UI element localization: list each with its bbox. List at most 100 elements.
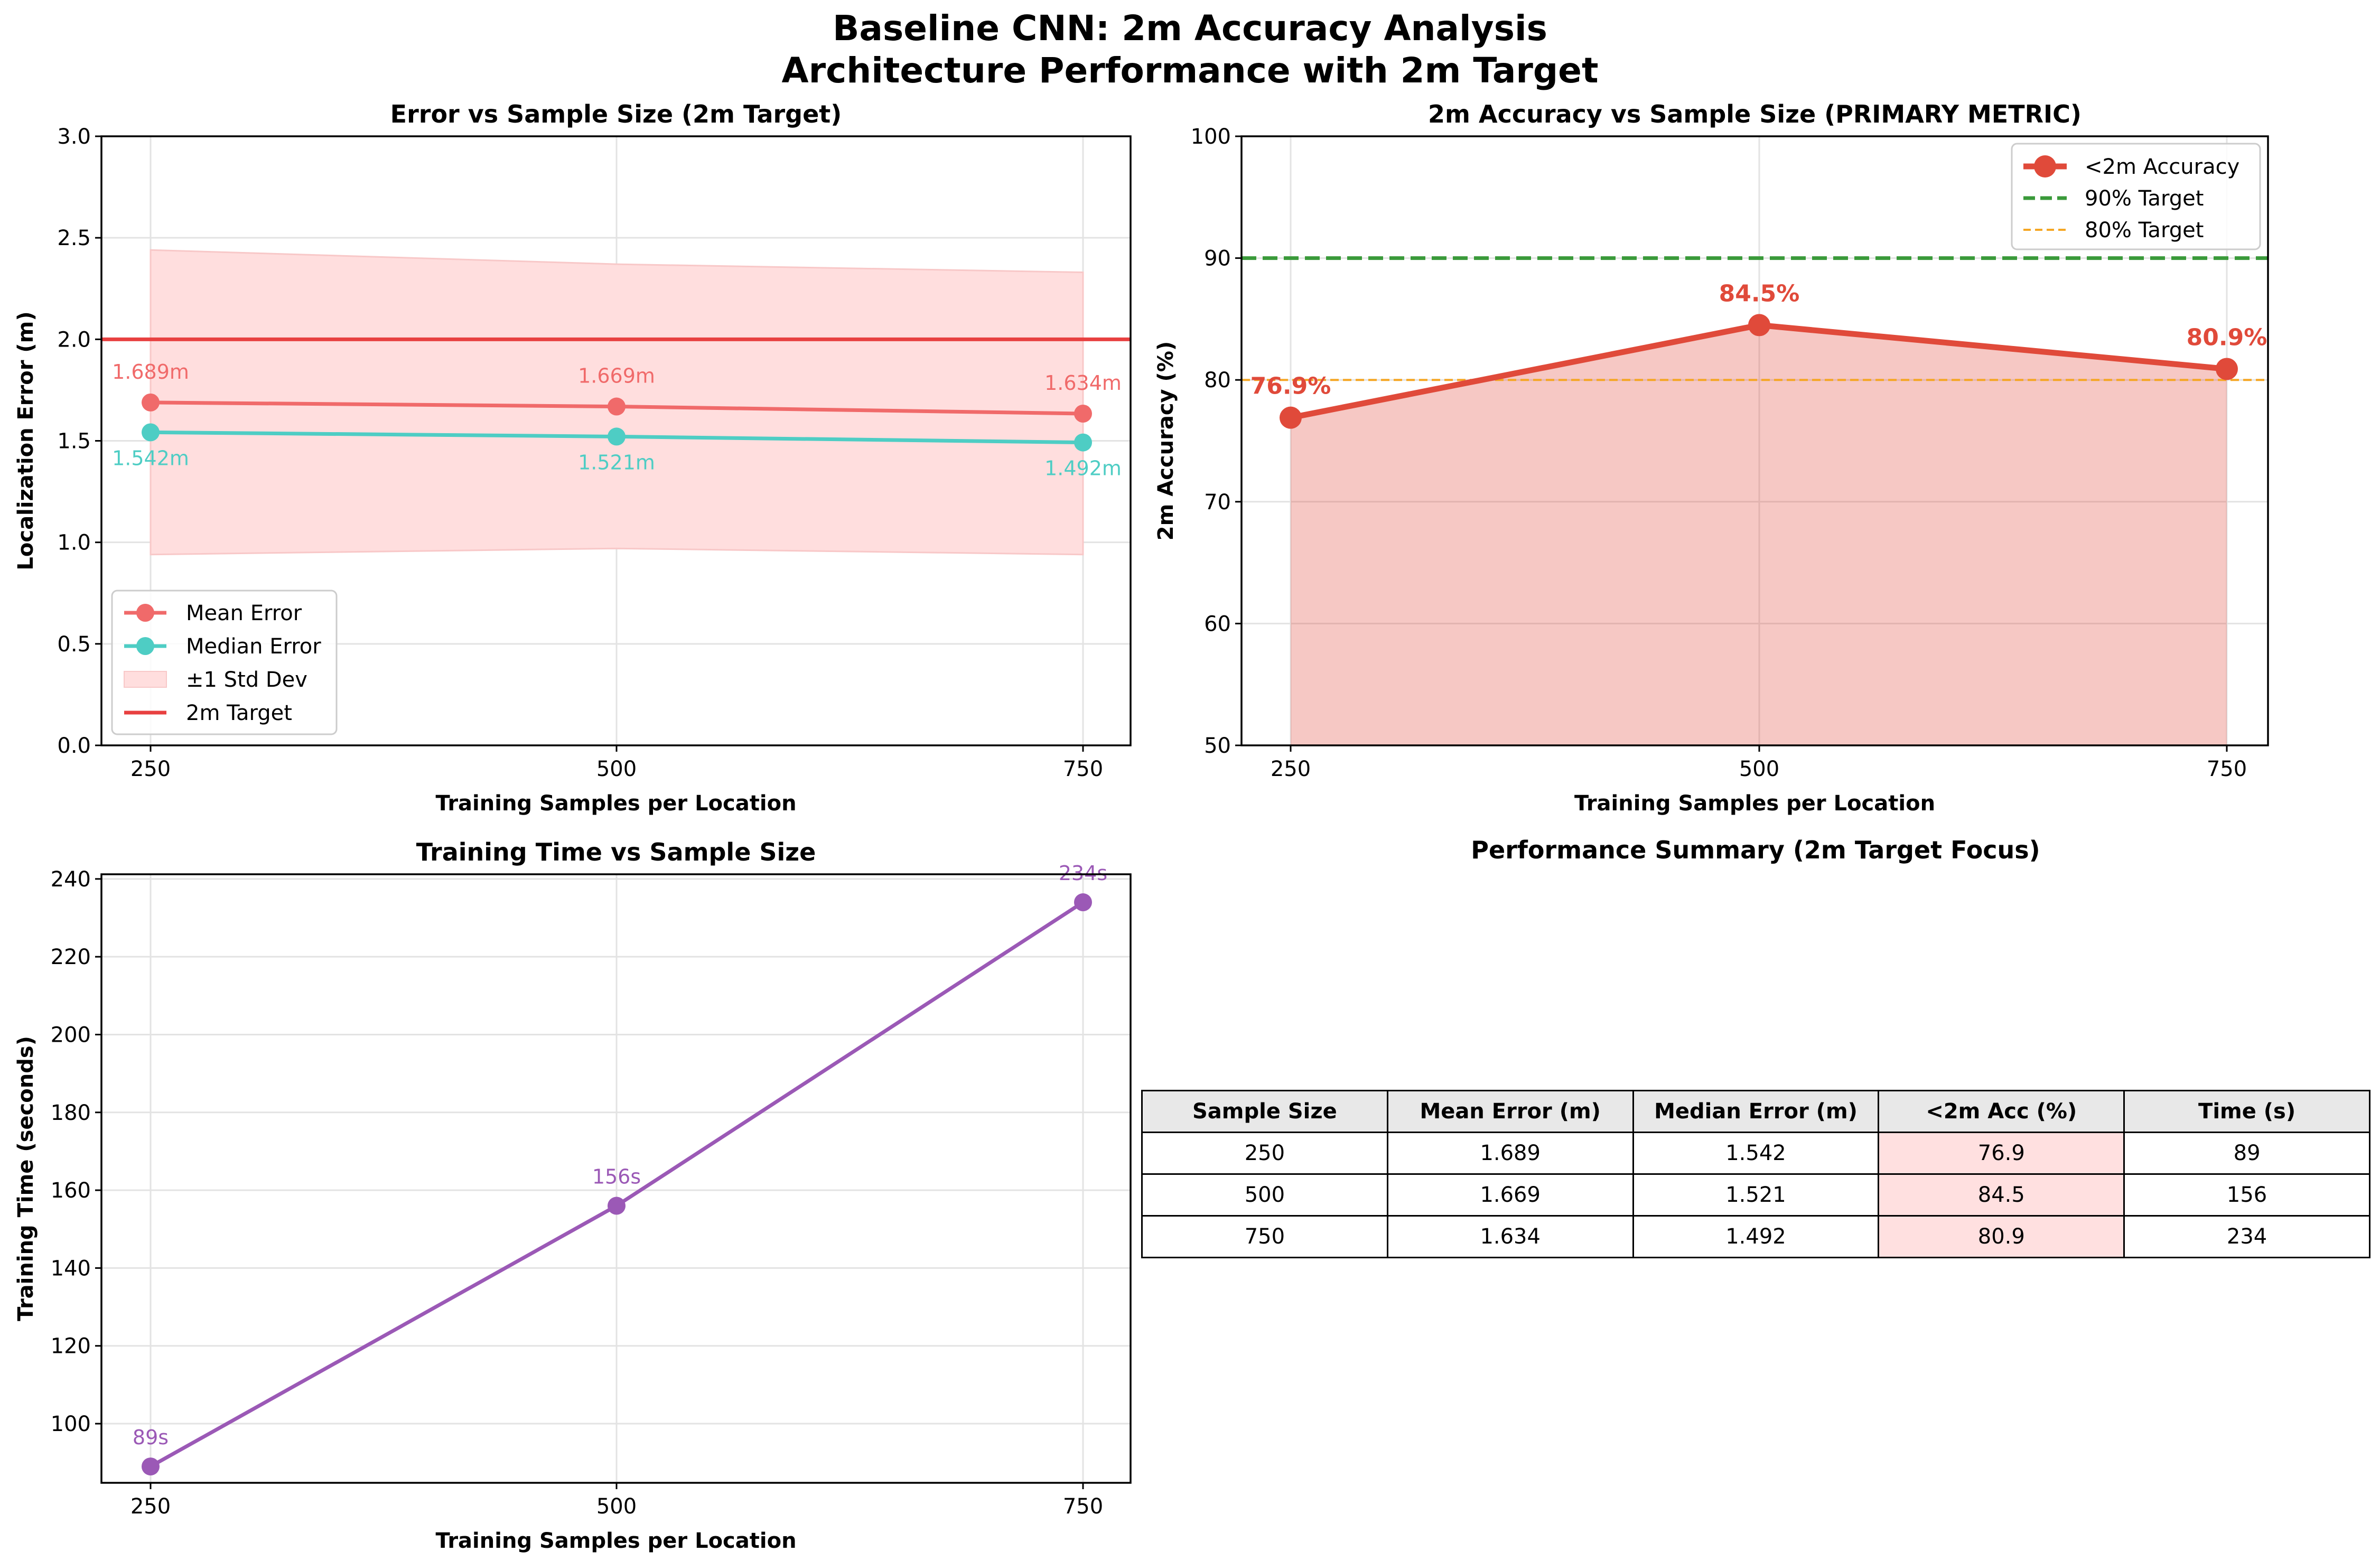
median-error-data-label: 1.521m <box>578 451 655 474</box>
error-ytick-label: 1.5 <box>57 429 91 454</box>
median-error-point <box>142 423 160 442</box>
error-ytick-label: 0.0 <box>57 734 91 758</box>
time-xlabel: Training Samples per Location <box>435 1529 796 1553</box>
table-row: 750 1.634 1.492 80.9 234 <box>1141 1215 2370 1258</box>
time-xtick-label: 750 <box>1063 1494 1103 1519</box>
training-time-point <box>1074 893 1092 912</box>
accuracy-ylabel: 2m Accuracy (%) <box>1154 341 1178 540</box>
error-ytick-label: 3.0 <box>57 125 91 149</box>
accuracy-data-label: 84.5% <box>1719 280 1800 307</box>
table-cell: 1.521 <box>1632 1173 1880 1217</box>
training-time-point <box>608 1197 626 1215</box>
legend-label: 2m Target <box>186 701 292 725</box>
mean-error-data-label: 1.689m <box>112 360 189 384</box>
accuracy-ytick-label: 70 <box>1204 490 1231 515</box>
figure-title: Baseline CNN: 2m Accuracy Analysis Archi… <box>0 7 2380 92</box>
time-xtick-label: 250 <box>130 1494 171 1519</box>
mean-error-data-label: 1.669m <box>578 364 655 388</box>
error-xtick-label: 500 <box>596 757 637 781</box>
table-header-cell: Median Error (m) <box>1632 1090 1880 1133</box>
time-title: Training Time vs Sample Size <box>416 838 816 866</box>
median-error-data-label: 1.492m <box>1044 457 1122 480</box>
mean-error-point <box>608 397 626 416</box>
table-cell-highlight: 84.5 <box>1878 1173 2125 1217</box>
time-ytick-label: 160 <box>51 1179 91 1203</box>
accuracy-legend <box>2011 143 2261 250</box>
accuracy-xtick-label: 750 <box>2207 757 2247 781</box>
table-cell-highlight: 76.9 <box>1878 1132 2125 1175</box>
accuracy-point <box>1280 406 1302 429</box>
accuracy-ytick-label: 50 <box>1204 734 1231 758</box>
legend-label: ±1 Std Dev <box>186 668 307 692</box>
mean-error-point <box>142 393 160 412</box>
legend-label: Mean Error <box>186 601 302 625</box>
accuracy-area <box>1291 325 2227 745</box>
accuracy-axes-frame <box>1240 135 2269 746</box>
accuracy-data-label: 80.9% <box>2187 324 2267 351</box>
figure-title-line-2: Architecture Performance with 2m Target <box>781 50 1599 91</box>
accuracy-title: 2m Accuracy vs Sample Size (PRIMARY METR… <box>1428 100 2082 128</box>
accuracy-ytick-label: 60 <box>1204 612 1231 636</box>
table-cell: 156 <box>2123 1173 2370 1217</box>
legend-marker <box>136 637 154 655</box>
accuracy-ytick-label: 80 <box>1204 368 1231 392</box>
error-ytick-label: 1.0 <box>57 531 91 555</box>
legend-marker <box>136 604 154 622</box>
legend-marker <box>2034 155 2056 177</box>
table-cell: 1.542 <box>1632 1132 1880 1175</box>
time-ytick-label: 140 <box>51 1256 91 1280</box>
training-time-data-label: 234s <box>1059 862 1107 885</box>
accuracy-point <box>1748 314 1770 336</box>
performance-summary-table: Sample Size Mean Error (m) Median Error … <box>1141 1090 2370 1258</box>
table-cell: 1.669 <box>1386 1173 1634 1217</box>
table-cell-highlight: 80.9 <box>1878 1215 2125 1258</box>
error-ylabel: Localization Error (m) <box>14 311 38 570</box>
legend-label: Median Error <box>186 634 321 659</box>
accuracy-ytick-label: 90 <box>1204 247 1231 271</box>
training-time-data-label: 156s <box>592 1165 641 1189</box>
error-xlabel: Training Samples per Location <box>435 791 796 816</box>
median-error-data-label: 1.542m <box>112 446 189 470</box>
figure-title-line-1: Baseline CNN: 2m Accuracy Analysis <box>833 8 1547 49</box>
error-ytick-label: 2.5 <box>57 226 91 250</box>
legend-label: 80% Target <box>2085 218 2204 242</box>
table-header-row: Sample Size Mean Error (m) Median Error … <box>1141 1090 2370 1133</box>
table-cell: 750 <box>1141 1215 1388 1258</box>
accuracy-point <box>2216 358 2238 380</box>
time-ytick-label: 240 <box>51 867 91 892</box>
median-error-point <box>608 427 626 446</box>
table-cell: 250 <box>1141 1132 1388 1175</box>
table-cell: 1.634 <box>1386 1215 1634 1258</box>
time-ytick-label: 180 <box>51 1101 91 1125</box>
time-xtick-label: 500 <box>596 1494 637 1519</box>
table-cell: 1.492 <box>1632 1215 1880 1258</box>
training-time-point <box>142 1457 160 1476</box>
error-xtick-label: 750 <box>1063 757 1103 781</box>
error-xtick-label: 250 <box>130 757 171 781</box>
table-cell: 500 <box>1141 1173 1388 1217</box>
accuracy-xlabel: Training Samples per Location <box>1574 791 1935 816</box>
median-error-point <box>1074 433 1092 452</box>
time-ytick-label: 120 <box>51 1334 91 1359</box>
table-cell: 1.689 <box>1386 1132 1634 1175</box>
time-ytick-label: 220 <box>51 945 91 969</box>
accuracy-ytick-label: 100 <box>1191 125 1231 149</box>
accuracy-xtick-label: 250 <box>1271 757 1311 781</box>
time-ytick-label: 200 <box>51 1023 91 1047</box>
summary-title: Performance Summary (2m Target Focus) <box>1471 836 2040 864</box>
table-row: 500 1.669 1.521 84.5 156 <box>1141 1173 2370 1217</box>
table-header-cell: Mean Error (m) <box>1386 1090 1634 1133</box>
accuracy-xtick-label: 500 <box>1739 757 1779 781</box>
legend-label: 90% Target <box>2085 186 2204 211</box>
time-ytick-label: 100 <box>51 1412 91 1436</box>
legend-swatch <box>124 671 167 688</box>
error-title: Error vs Sample Size (2m Target) <box>390 100 842 128</box>
table-header-cell: Sample Size <box>1141 1090 1388 1133</box>
error-legend <box>111 590 338 735</box>
table-cell: 89 <box>2123 1132 2370 1175</box>
mean-error-data-label: 1.634m <box>1044 371 1122 395</box>
error-ytick-label: 0.5 <box>57 632 91 657</box>
